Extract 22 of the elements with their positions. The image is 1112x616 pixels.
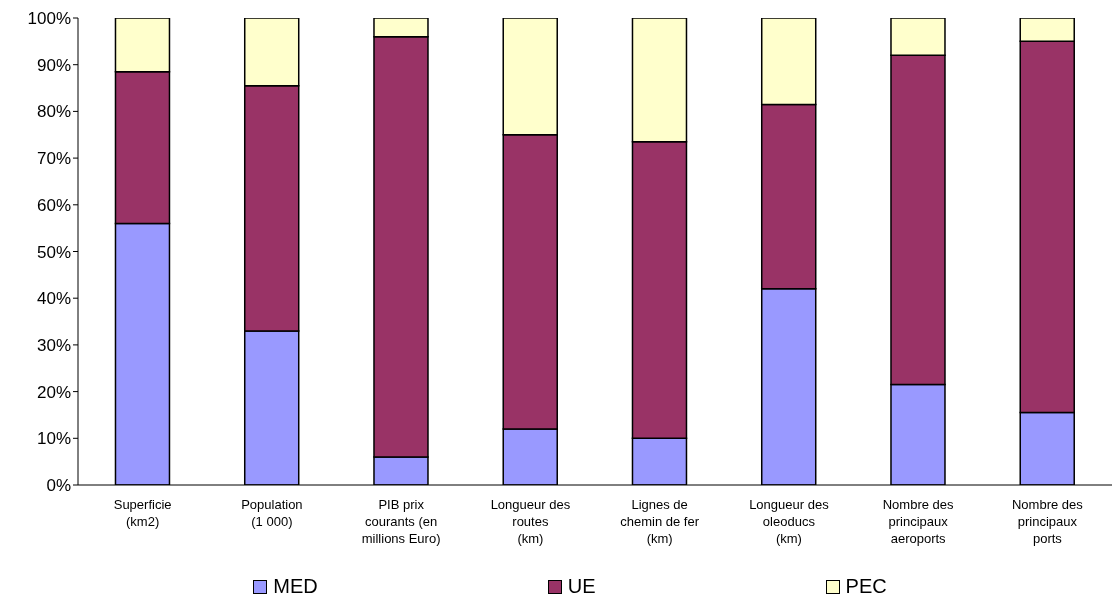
legend-label: UE [567, 575, 596, 598]
y-tick-label: 60% [36, 195, 71, 215]
y-tick-label: 10% [36, 429, 71, 449]
y-tick-label: 80% [36, 102, 71, 122]
x-tick-label: Nombre des principaux aeroports [882, 497, 955, 546]
y-tick-label: 100% [27, 9, 71, 29]
x-tick-label: Lignes de chemin de fer (km) [620, 497, 700, 546]
x-tick-label: Longueur des routes (km) [490, 497, 571, 546]
y-tick-label: 0% [46, 476, 71, 496]
y-tick-label: 50% [36, 242, 71, 262]
y-tick-label: 90% [36, 55, 71, 75]
x-tick-label: Longueur des oleoducs (km) [749, 497, 830, 546]
y-tick-label: 70% [36, 149, 71, 169]
x-tick-label: PIB prix courants (en millions Euro) [361, 497, 441, 546]
legend-label: PEC [845, 575, 887, 598]
x-tick-label: Population (1 000) [241, 497, 303, 529]
y-tick-label: 30% [36, 335, 71, 355]
y-tick-label: 20% [36, 382, 71, 402]
x-tick-label: Superficie (km2) [113, 497, 172, 529]
y-tick-label: 40% [36, 289, 71, 309]
legend-label: MED [273, 575, 318, 598]
x-tick-label: Nombre des principaux ports [1011, 497, 1084, 546]
